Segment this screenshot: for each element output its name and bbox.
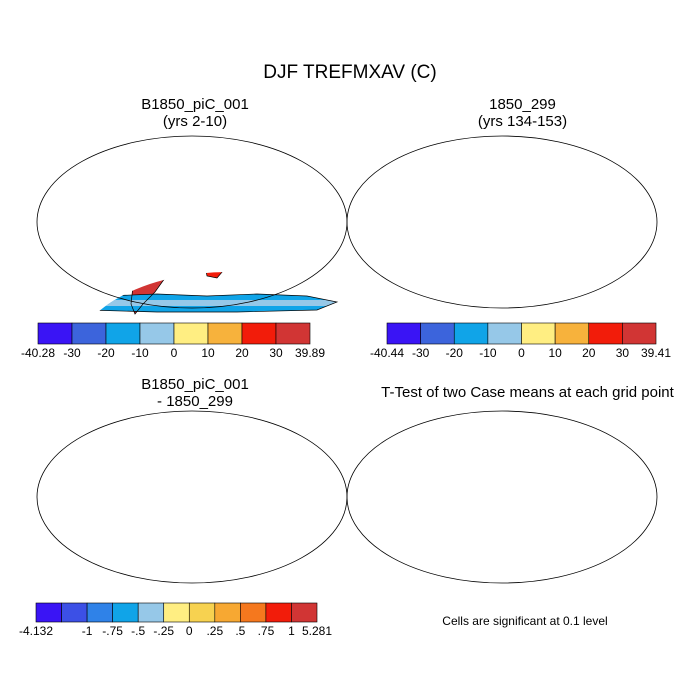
difference-colorbar-swatch-1	[61, 602, 88, 623]
difference-colorbar-label: -1	[82, 624, 93, 638]
difference-colorbar-swatch-6	[188, 602, 216, 623]
ttest-map	[346, 410, 658, 584]
case-panel-title: B1850_piC_001 (yrs 2-10)	[141, 96, 249, 130]
difference-colorbar-label: .25	[206, 624, 223, 638]
control-colorbar-label: -40.44	[370, 346, 404, 360]
difference-colorbar-swatch-0	[35, 602, 62, 623]
control-colorbar-swatch-4	[521, 322, 556, 345]
ttest-panel-title: T-Test of two Case means at each grid po…	[381, 384, 674, 401]
case-colorbar-label: -10	[131, 346, 149, 360]
control-map	[346, 135, 658, 309]
case-colorbar-label: 20	[235, 346, 249, 360]
control-panel-title: 1850_299 (yrs 134-153)	[477, 96, 568, 130]
difference-colorbar-label: -.75	[102, 624, 123, 638]
control-colorbar-swatch-5	[554, 322, 590, 345]
figure-title: DJF TREFMXAV (C)	[263, 62, 437, 83]
control-colorbar: -40.44 -30 -20 -10 0 10 20 30 39.41	[370, 322, 671, 360]
difference-colorbar-label: -.25	[153, 624, 174, 638]
difference-colorbar-label: 5.281	[302, 624, 332, 638]
control-colorbar-label: 0	[518, 346, 525, 360]
difference-map	[36, 410, 348, 584]
control-colorbar-label: 30	[616, 346, 630, 360]
case-map	[36, 135, 348, 315]
difference-colorbar-swatch-9	[265, 602, 292, 623]
case-colorbar-swatch-1	[71, 322, 107, 345]
difference-colorbar-swatch-3	[112, 602, 139, 623]
case-colorbar-label: 10	[201, 346, 215, 360]
case-colorbar-swatch-2	[105, 322, 141, 345]
difference-panel-title: B1850_piC_001 - 1850_299	[141, 376, 249, 410]
control-colorbar-label: -30	[412, 346, 430, 360]
difference-colorbar: -4.132 -1 -.75 -.5 -.25 0 .25 .5 .75 1 5.281	[19, 602, 332, 638]
control-colorbar-swatch-0	[386, 322, 421, 345]
case-colorbar-label: -40.28	[21, 346, 55, 360]
control-colorbar-swatch-3	[487, 322, 522, 345]
control-colorbar-label: 39.41	[641, 346, 671, 360]
difference-colorbar-swatch-5	[163, 602, 190, 623]
case-colorbar-swatch-5	[207, 322, 243, 345]
difference-colorbar-swatch-4	[137, 602, 165, 623]
case-colorbar-label: 30	[269, 346, 283, 360]
case-colorbar-swatch-3	[139, 322, 175, 345]
difference-colorbar-swatch-2	[86, 602, 113, 623]
difference-colorbar-swatch-8	[240, 602, 267, 623]
control-colorbar-label: -10	[479, 346, 497, 360]
control-colorbar-swatch-2	[453, 322, 489, 345]
case-colorbar-label: -30	[63, 346, 81, 360]
case-colorbar-label: 39.89	[295, 346, 325, 360]
difference-colorbar-swatch-10	[291, 602, 318, 623]
case-colorbar-swatch-7	[275, 322, 311, 345]
difference-colorbar-swatch-7	[214, 602, 241, 623]
difference-colorbar-label: .75	[258, 624, 275, 638]
case-colorbar-swatch-0	[37, 322, 73, 345]
significance-note: Cells are significant at 0.1 level	[442, 614, 608, 628]
control-colorbar-swatch-1	[420, 322, 455, 345]
control-colorbar-swatch-7	[622, 322, 657, 345]
case-colorbar: -40.28 -30 -20 -10 0 10 20 30 39.89	[21, 322, 325, 360]
difference-colorbar-label: 0	[186, 624, 193, 638]
case-colorbar-label: 0	[171, 346, 178, 360]
control-colorbar-label: 10	[548, 346, 562, 360]
case-colorbar-swatch-6	[241, 322, 277, 345]
case-colorbar-label: -20	[97, 346, 115, 360]
control-colorbar-swatch-6	[588, 322, 623, 345]
difference-colorbar-label: -.5	[131, 624, 145, 638]
control-colorbar-label: 20	[582, 346, 596, 360]
control-colorbar-label: -20	[446, 346, 464, 360]
case-colorbar-swatch-4	[173, 322, 209, 345]
difference-colorbar-label: 1	[288, 624, 295, 638]
difference-colorbar-label: -4.132	[19, 624, 53, 638]
difference-colorbar-label: .5	[235, 624, 245, 638]
